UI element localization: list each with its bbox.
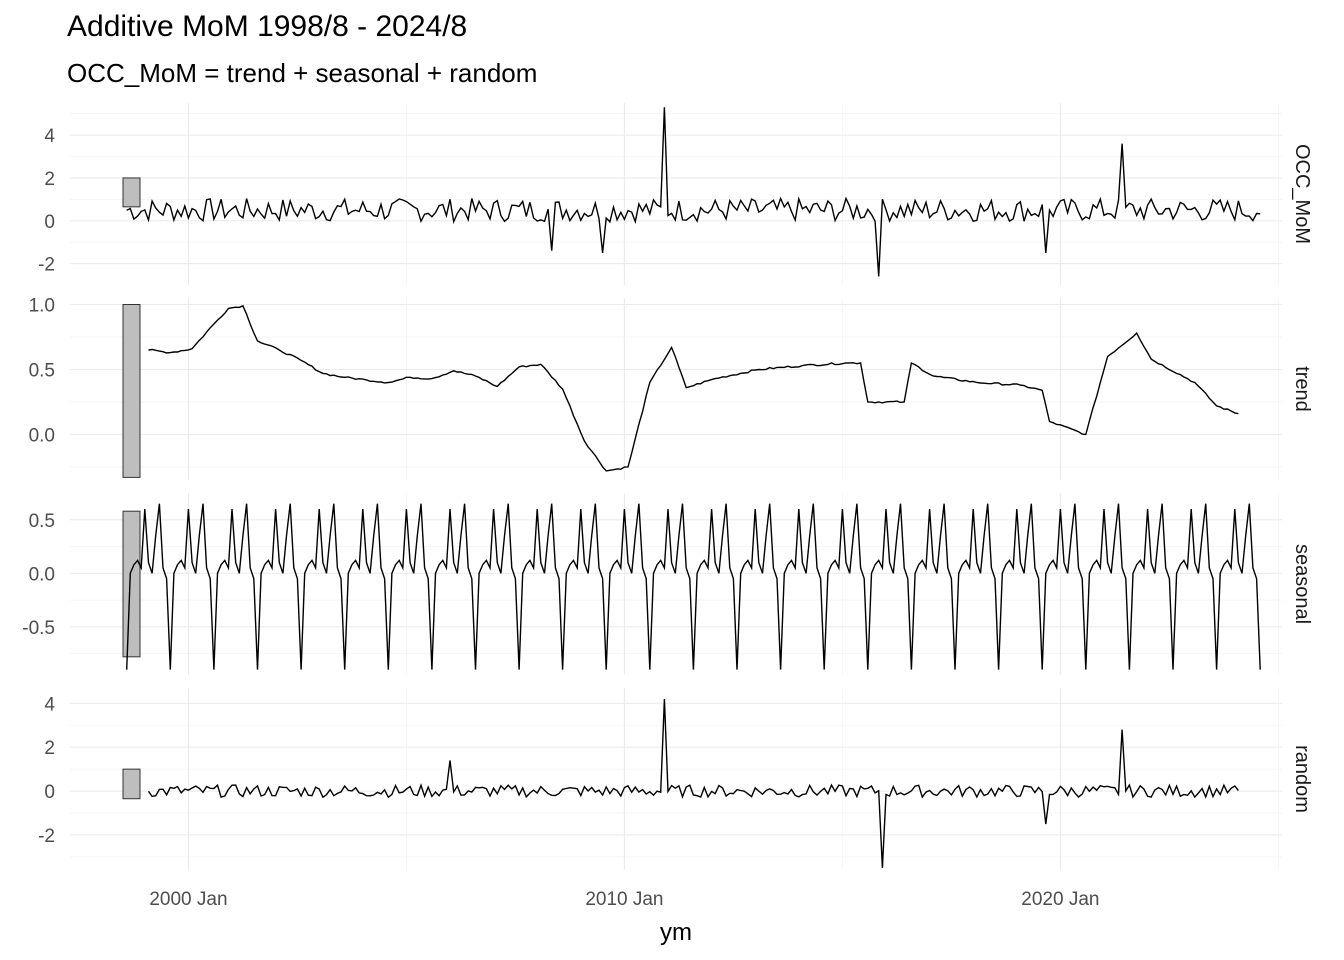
series-line-occ_mom — [126, 107, 1261, 277]
y-tick-label: 4 — [44, 126, 55, 147]
series-line-seasonal — [126, 503, 1261, 670]
y-tick-label: 0.0 — [29, 564, 55, 585]
y-tick-label: -2 — [38, 255, 55, 276]
x-axis-title: ym — [660, 919, 692, 946]
x-tick-label: 2020 Jan — [1021, 889, 1099, 910]
scale-bar — [122, 304, 141, 478]
x-tick-label: 2010 Jan — [585, 889, 663, 910]
series-line-random — [147, 698, 1239, 868]
facet-label: trend — [1291, 366, 1313, 412]
y-tick-label: -2 — [38, 826, 55, 847]
x-tick-label: 2000 Jan — [149, 889, 227, 910]
facet-label: OCC_MoM — [1291, 144, 1313, 244]
y-tick-label: 2 — [44, 169, 55, 190]
y-tick-label: 4 — [44, 694, 55, 715]
y-tick-label: -0.5 — [22, 618, 55, 639]
y-tick-label: 0.5 — [29, 511, 55, 532]
y-tick-label: 0 — [44, 782, 55, 803]
facet-label: random — [1291, 745, 1313, 813]
facet-label: seasonal — [1291, 544, 1313, 624]
y-tick-label: 1.0 — [29, 296, 55, 317]
chart-title: Additive MoM 1998/8 - 2024/8 — [67, 10, 468, 43]
y-tick-label: 0.0 — [29, 426, 55, 447]
chart-subtitle: OCC_MoM = trend + seasonal + random — [67, 58, 538, 88]
scale-bar — [122, 510, 141, 658]
scale-bar — [122, 177, 141, 208]
series-line-trend — [148, 304, 1239, 472]
scale-bar — [122, 768, 141, 800]
y-tick-label: 2 — [44, 738, 55, 759]
y-tick-label: 0 — [44, 212, 55, 233]
y-tick-label: 0.5 — [29, 361, 55, 382]
